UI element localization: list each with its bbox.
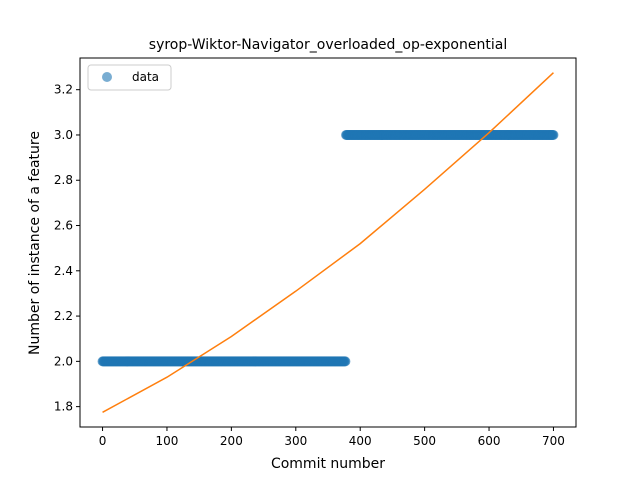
data-point	[340, 356, 351, 367]
y-tick-label: 3.2	[54, 83, 73, 97]
y-axis-label: Number of instance of a feature	[27, 131, 43, 355]
data-point	[548, 129, 559, 140]
legend-box	[87, 64, 172, 91]
x-axis: 0 100 200 300 400 500 600 700	[99, 427, 565, 448]
x-tick-label: 300	[284, 434, 307, 448]
chart-title: syrop-Wiktor-Navigator_overloaded_op-exp…	[149, 37, 507, 53]
legend-label-data: data	[132, 70, 159, 84]
plot-content	[97, 72, 559, 413]
y-tick-label: 1.8	[54, 400, 73, 414]
y-tick-label: 3.0	[54, 128, 73, 142]
y-tick-label: 2.2	[54, 309, 73, 323]
legend: data	[87, 64, 172, 91]
x-tick-label: 700	[542, 434, 565, 448]
x-tick-label: 200	[220, 434, 243, 448]
y-tick-label: 2.4	[54, 264, 73, 278]
x-axis-label: Commit number	[271, 456, 385, 472]
fit-line	[102, 72, 554, 413]
y-tick-label: 2.8	[54, 173, 73, 187]
x-tick-label: 600	[478, 434, 501, 448]
y-axis: 1.8 2.0 2.2 2.4 2.6 2.8 3.0 3.2	[54, 83, 80, 414]
y-tick-label: 2.0	[54, 354, 73, 368]
x-tick-label: 400	[349, 434, 372, 448]
y-tick-label: 2.6	[54, 219, 73, 233]
x-tick-label: 100	[156, 434, 179, 448]
x-tick-label: 500	[413, 434, 436, 448]
plot-frame	[79, 57, 577, 428]
x-tick-label: 0	[99, 434, 107, 448]
legend-marker-data	[102, 72, 112, 82]
